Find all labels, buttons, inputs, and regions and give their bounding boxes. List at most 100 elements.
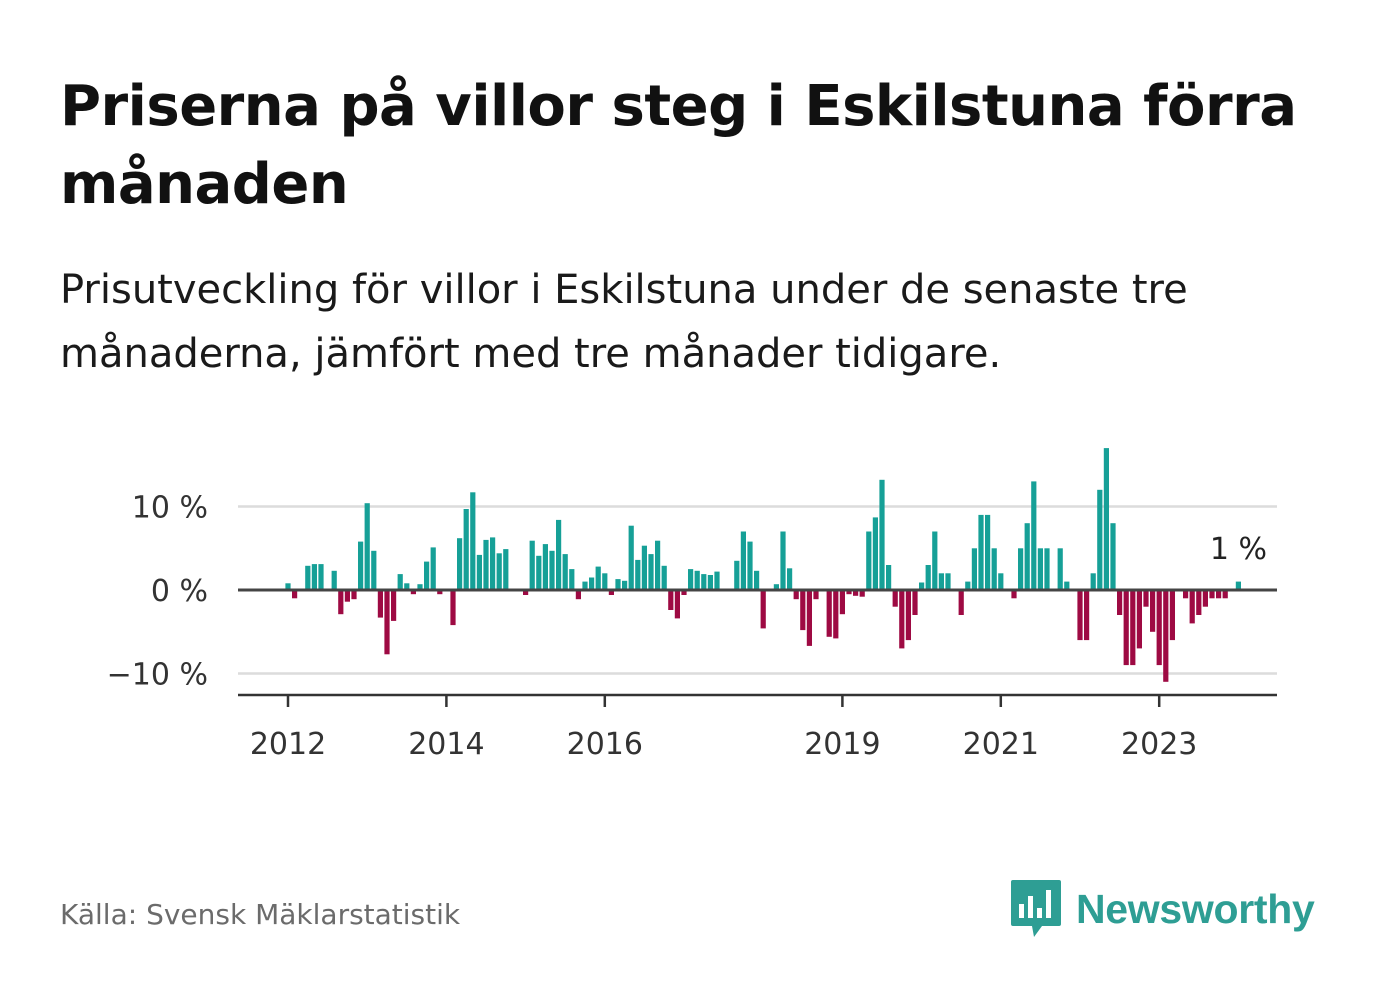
bar [787,568,793,590]
bar [1222,590,1228,599]
chart-subtitle: Prisutveckling för villor i Eskilstuna u… [60,267,1188,377]
bar [985,514,991,590]
bar [595,566,601,590]
bar-chart: 10 % 0 % −10 % 2012 2014 2016 2019 2021 2023 1 % [107,448,1277,762]
bar [1090,573,1096,590]
bar [839,590,845,615]
bar [978,514,984,590]
bar [919,582,925,590]
bar [437,590,443,595]
x-tick-label: 2012 [250,727,326,762]
bar [760,590,766,629]
bar [648,554,654,590]
bar [1117,590,1123,615]
bar [1064,581,1070,590]
bar [740,531,746,590]
bar [905,590,911,641]
bar [714,571,720,590]
bar [529,540,535,590]
bar [734,560,740,590]
bar [285,583,291,590]
bar [549,550,555,590]
bar [1136,590,1142,649]
bar [1183,590,1189,599]
bar [338,590,344,615]
bar [879,479,885,590]
bar [655,540,661,590]
chart-title: Priserna på villor steg i Eskilstuna för… [60,74,1297,217]
bar [747,541,753,590]
bar [688,569,694,590]
bar [668,590,674,610]
bar [628,525,634,590]
bar [404,583,410,590]
bar [1103,448,1109,590]
y-tick-label: 0 % [151,574,208,609]
bar [1169,590,1175,641]
bars [285,448,1241,682]
bar [371,550,377,590]
bar [780,531,786,590]
bar [661,565,667,590]
bar [1057,548,1063,591]
bar [892,590,898,607]
bar [490,537,496,590]
bar [318,564,324,590]
bar [1024,523,1030,590]
bar [971,548,977,591]
latest-value-label: 1 % [1210,532,1267,567]
bar [470,492,476,590]
bar [932,531,938,590]
bar [556,519,562,590]
x-tick-label: 2023 [1121,727,1197,762]
axes [238,588,1277,707]
bar [589,577,595,590]
x-tick-label: 2014 [408,727,484,762]
bar [536,555,542,590]
bar [773,584,779,590]
bar [846,590,852,595]
bar [410,590,416,595]
bar [958,590,964,615]
bar [991,548,997,591]
bar [430,547,436,590]
bar [754,570,760,590]
bar [833,590,839,639]
bar [569,569,575,590]
bar [397,574,403,590]
bar [1110,523,1116,590]
bar [1209,590,1215,599]
bar [800,590,806,631]
bar [292,590,298,599]
bar [602,573,608,590]
bar [1163,590,1169,682]
y-tick-label: 10 % [132,491,208,526]
bar [457,538,463,590]
bar [681,590,687,595]
x-tick-label: 2021 [963,727,1039,762]
y-tick-label: −10 % [107,658,208,693]
bar [1156,590,1162,666]
bar [1196,590,1202,615]
bar [523,590,529,595]
bar [364,503,370,590]
bar [562,554,568,590]
bar [391,590,397,621]
bar [998,573,1004,590]
x-tick-label: 2016 [567,727,643,762]
bar [886,565,892,590]
bar [305,565,311,590]
bar [1084,590,1090,641]
bar [635,559,641,590]
bar [859,590,865,597]
bar [1077,590,1083,641]
bar [1018,548,1024,591]
x-tick-label: 2019 [804,727,880,762]
bar [615,579,621,590]
bar [1130,590,1136,666]
bar [965,581,971,590]
bar [496,553,502,590]
bar [358,541,364,590]
bar [351,590,357,600]
bar [912,590,918,615]
